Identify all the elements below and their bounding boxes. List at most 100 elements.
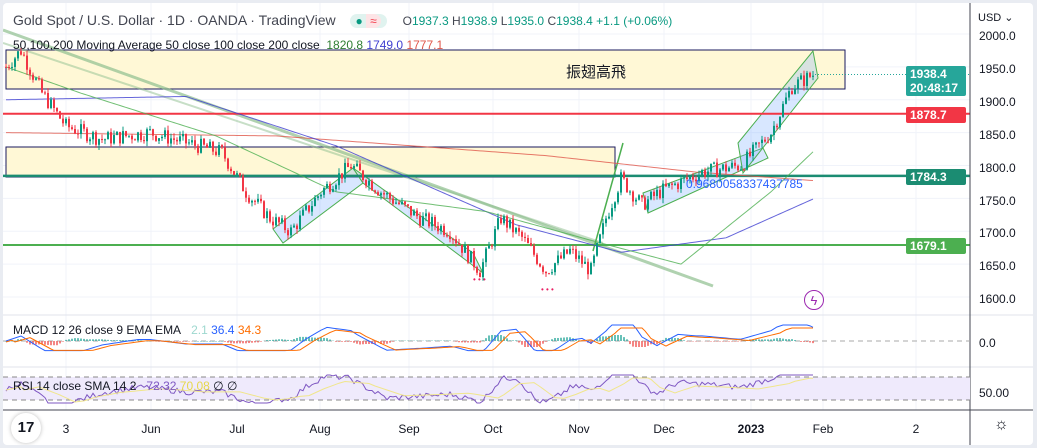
candle-body: [401, 201, 403, 204]
tradingview-logo-icon[interactable]: 17: [11, 413, 41, 443]
macd-hist-bar: [509, 340, 511, 341]
candle-body: [695, 179, 697, 182]
macd-hist-bar: [98, 339, 100, 341]
candle-body: [803, 75, 805, 86]
macd-hist-bar: [488, 335, 490, 341]
macd-hist-bar: [671, 338, 673, 341]
candle-body: [17, 51, 19, 59]
candle-body: [179, 136, 181, 142]
macd-hist-bar: [629, 341, 631, 345]
macd-hist-bar: [329, 339, 331, 341]
macd-signal-value: 34.3: [237, 323, 262, 337]
settings-gear-icon[interactable]: ☼: [994, 416, 1009, 433]
macd-hist-bar: [197, 341, 199, 342]
candle-body: [224, 147, 226, 159]
macd-hist-bar: [464, 341, 466, 343]
candle-body: [29, 69, 31, 75]
macd-hist-bar: [233, 341, 235, 344]
macd-hist-bar: [800, 341, 802, 342]
candle-body: [119, 131, 121, 144]
candle-body: [620, 172, 622, 193]
macd-hist-bar: [722, 341, 724, 342]
macd-hist-bar: [776, 338, 778, 341]
box-label[interactable]: 振翅高飛: [566, 64, 627, 81]
candle-body: [428, 213, 430, 227]
candle-body: [128, 135, 130, 137]
macd-hist-bar: [260, 341, 262, 342]
candle-body: [209, 141, 211, 148]
macd-hist-bar: [632, 341, 634, 347]
macd-hist-bar: [353, 341, 355, 343]
candle-body: [122, 131, 124, 144]
macd-hist-bar: [683, 340, 685, 341]
currency-selector[interactable]: USD ⌄: [978, 12, 1014, 24]
high-label: H: [452, 14, 461, 28]
candle-body: [338, 173, 340, 186]
candle-body: [518, 228, 520, 232]
candle-body: [527, 237, 529, 244]
macd-hist-bar: [224, 341, 226, 342]
macd-hist-bar: [635, 341, 637, 347]
candle-body: [683, 177, 685, 179]
candle-body: [101, 139, 103, 141]
macd-hist-bar: [458, 341, 460, 343]
macd-hist-bar: [803, 341, 805, 342]
macd-hist-bar: [734, 341, 736, 342]
macd-hist-bar: [737, 341, 739, 342]
lightning-alert-icon[interactable]: ϟ: [804, 290, 824, 310]
candle-body: [245, 191, 247, 198]
candle-body: [641, 195, 643, 198]
macd-hist-bar: [62, 341, 64, 342]
candle-body: [398, 202, 400, 204]
candle-body: [311, 206, 313, 212]
macd-hist-bar: [773, 338, 775, 341]
candle-body: [272, 221, 274, 226]
candle-body: [560, 255, 562, 259]
rsi-sma-value: 70.08: [179, 379, 210, 393]
level-badge-green: 1679.1: [906, 238, 966, 254]
wave-icon: ≈: [366, 14, 381, 28]
candle-body: [563, 249, 565, 259]
macd-hist-bar: [248, 341, 250, 344]
time-tick: Feb: [812, 422, 834, 436]
macd-hist-bar: [149, 341, 151, 342]
chart-canvas[interactable]: [3, 3, 1033, 445]
macd-hist-bar: [515, 340, 517, 341]
macd-hist-bar: [314, 337, 316, 341]
macd-hist-bar: [725, 341, 727, 342]
candle-body: [575, 249, 577, 259]
candle-body: [755, 142, 757, 145]
macd-signal-line: [5, 327, 813, 351]
marks-2: • • •: [541, 285, 554, 294]
macd-hist-bar: [482, 340, 484, 341]
candle-body: [752, 144, 754, 157]
macd-hist-bar: [596, 338, 598, 341]
macd-hist-bar: [785, 339, 787, 341]
rsi-legend[interactable]: RSI 14 close SMA 14 2 72.32 70.08 ∅ ∅: [13, 379, 237, 393]
candle-body: [59, 111, 61, 119]
symbol-title[interactable]: Gold Spot / U.S. Dollar · 1D · OANDA · T…: [13, 12, 336, 28]
macd-hist-bar: [95, 339, 97, 341]
candle-body: [113, 135, 115, 144]
fib-text[interactable]: 0.9680058337437785: [686, 177, 803, 191]
candle-body: [479, 272, 481, 278]
candle-body: [365, 180, 367, 186]
low-label: L: [500, 14, 508, 28]
macd-hist-bar: [569, 337, 571, 341]
macd-hist-bar: [341, 341, 343, 342]
time-tick: Jun: [141, 422, 161, 436]
macd-hist-bar: [389, 341, 391, 343]
candle-body: [62, 118, 64, 124]
candle-body: [266, 211, 268, 219]
candle-body: [416, 210, 418, 217]
macd-hist-bar: [176, 341, 178, 342]
macd-legend[interactable]: MACD 12 26 close 9 EMA EMA 2.1 36.4 34.3: [13, 323, 261, 337]
market-status[interactable]: ● ≈: [349, 14, 387, 28]
candle-body: [242, 175, 244, 192]
macd-hist-bar: [470, 341, 472, 343]
candle-body: [608, 216, 610, 219]
price-tick: 1900.0: [979, 94, 1016, 109]
low-value: 1935.0: [507, 14, 545, 28]
ma-legend[interactable]: 50,100,200 Moving Average 50 close 100 c…: [13, 38, 443, 52]
macd-hist-bar: [137, 340, 139, 341]
